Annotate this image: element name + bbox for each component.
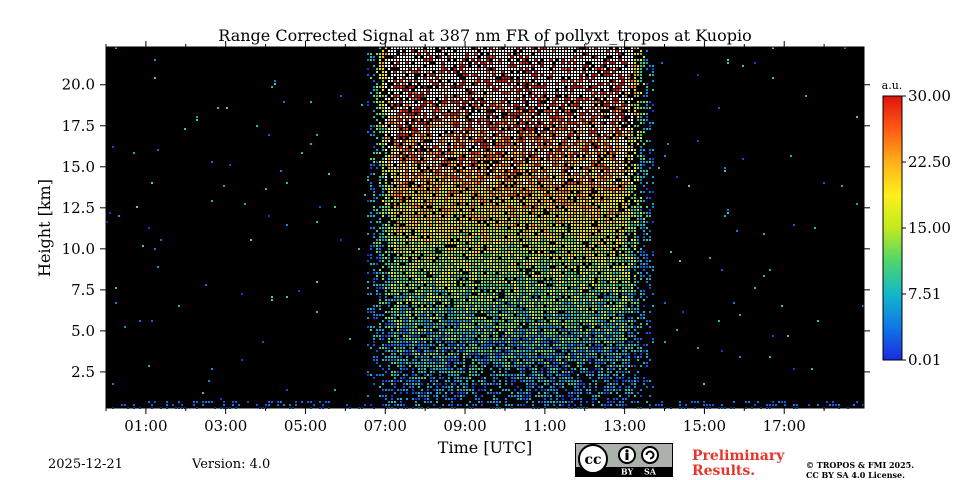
date-label: 2025-12-21 [48,457,123,472]
colorbar-tick-label: 15.00 [908,219,951,237]
y-tick-label: 10.0 [62,240,95,258]
colorbar-tick-label: 7.51 [908,285,941,303]
y-tick-label: 5.0 [71,322,95,340]
y-tick-label: 17.5 [62,117,95,135]
x-tick-label: 09:00 [443,417,486,435]
copyright-notice: © TROPOS & FMI 2025. CC BY SA 4.0 Licens… [806,460,914,480]
y-axis-label: Height [km] [35,179,54,277]
colorbar [882,95,903,361]
chart-title: Range Corrected Signal at 387 nm FR of p… [218,26,751,45]
x-tick-label: 13:00 [603,417,646,435]
cc-logo-text: cc [584,452,601,468]
y-tick-label: 15.0 [62,158,95,176]
x-tick-label: 17:00 [763,417,806,435]
preliminary-notice: Preliminary Results. [692,449,784,479]
cc-logo-icon [578,444,608,474]
preliminary-line: Preliminary [692,448,785,464]
y-tick-label: 12.5 [62,199,95,217]
x-tick-label: 11:00 [523,417,566,435]
colorbar-ticks: 0.01 7.51 15.00 22.50 30.00 [902,87,951,369]
x-tick-label: 03:00 [204,417,247,435]
x-tick-label: 01:00 [124,417,167,435]
copyright-line-2: CC BY SA 4.0 License. [806,470,905,480]
share-alike-icon [641,446,659,464]
colorbar-tick-label: 30.00 [908,87,951,105]
y-axis-ticks: 2.5 5.0 7.5 10.0 12.5 15.0 17.5 20.0 [62,76,870,381]
y-tick-label: 7.5 [71,281,95,299]
copyright-line-1: © TROPOS & FMI 2025. [806,460,915,470]
x-tick-label: 05:00 [284,417,327,435]
colorbar-tick-label: 0.01 [908,351,941,369]
cc-license-badge: cc BY SA [575,443,673,477]
colorbar-tick-label: 22.50 [908,153,951,171]
y-tick-label: 2.5 [71,363,95,381]
x-axis-label: Time [UTC] [438,438,532,457]
plot-frame [105,46,865,409]
x-axis-ticks: 01:00 03:00 05:00 07:00 09:00 11:00 13:00 15:00… [105,41,825,435]
by-label: BY [621,467,634,477]
sa-label: SA [644,467,657,477]
version-label: Version: 4.0 [192,457,271,472]
results-line: Results. [692,463,756,479]
x-tick-label: 07:00 [364,417,407,435]
y-tick-label: 20.0 [62,76,95,94]
signal-heatmap [106,47,864,409]
colorbar-unit: a.u. [882,79,903,92]
x-tick-label: 15:00 [683,417,726,435]
